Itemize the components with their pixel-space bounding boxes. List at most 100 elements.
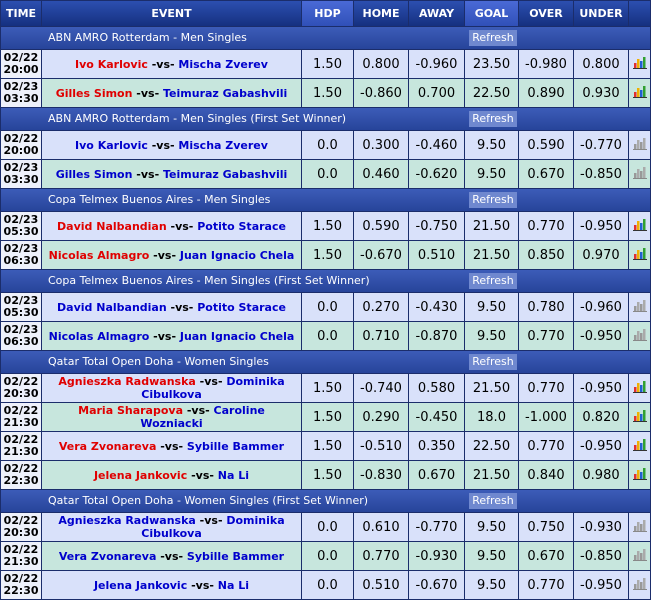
stats-icon[interactable]: [632, 467, 647, 480]
stats-icon[interactable]: [632, 247, 647, 260]
stats-icon[interactable]: [632, 438, 647, 451]
refresh-button[interactable]: Refresh: [469, 273, 517, 289]
stats-cell[interactable]: [629, 432, 650, 460]
versus: -vs-: [160, 549, 184, 563]
away-player: Dominika Cibulkova: [141, 375, 285, 401]
goal-cell: 9.50: [465, 571, 518, 599]
event-cell: Nicolas Almagro -vs- Juan Ignacio Chela: [42, 241, 301, 269]
refresh-button[interactable]: Refresh: [469, 493, 517, 509]
stats-cell[interactable]: [629, 293, 650, 321]
stats-cell[interactable]: [629, 50, 650, 78]
stats-icon[interactable]: [632, 166, 647, 179]
event-cell: Gilles Simon -vs- Teimuraz Gabashvili: [42, 160, 301, 188]
refresh-button[interactable]: Refresh: [469, 354, 517, 370]
stats-cell[interactable]: [629, 212, 650, 240]
goal-cell: 18.0: [465, 403, 518, 431]
stats-icon[interactable]: [632, 56, 647, 69]
over-cell: 0.750: [519, 513, 573, 541]
stats-cell[interactable]: [629, 79, 650, 107]
stats-cell[interactable]: [629, 403, 650, 431]
stats-cell[interactable]: [629, 571, 650, 599]
match-row: 02/22 21:30 Vera Zvonareva -vs- Sybille Ba…: [1, 542, 650, 570]
refresh-button[interactable]: Refresh: [469, 30, 517, 46]
away-odds-cell: -0.770: [409, 513, 464, 541]
stats-icon[interactable]: [632, 85, 647, 98]
stats-icon[interactable]: [632, 519, 647, 532]
match-row: 02/22 20:30 Agnieszka Radwanska -vs- Domin…: [1, 513, 650, 541]
match-row: 02/22 21:30 Vera Zvonareva -vs- Sybille Ba…: [1, 432, 650, 460]
away-player: Sybille Bammer: [186, 549, 285, 563]
over-cell: 0.590: [519, 131, 573, 159]
under-cell: 0.930: [574, 79, 628, 107]
match-row: 02/23 06:30 Nicolas Almagro -vs- Juan Igna…: [1, 322, 650, 350]
match-row: 02/22 20:30 Agnieszka Radwanska -vs- Domin…: [1, 374, 650, 402]
event-cell: Vera Zvonareva -vs- Sybille Bammer: [42, 542, 301, 570]
over-cell: 0.780: [519, 293, 573, 321]
versus: -vs-: [151, 57, 175, 71]
section-title: Qatar Total Open Doha - Women Singles: [48, 355, 269, 368]
match-time: 03:30: [3, 92, 39, 105]
section-cell: Qatar Total Open Doha - Women Singles (F…: [1, 490, 650, 512]
hdp-cell: 0.0: [302, 542, 353, 570]
stats-cell[interactable]: [629, 374, 650, 402]
home-player: Maria Sharapova: [78, 404, 183, 417]
time-cell: 02/22 22:30: [1, 461, 41, 489]
over-cell: 0.770: [519, 212, 573, 240]
versus: -vs-: [160, 439, 184, 453]
refresh-button[interactable]: Refresh: [469, 192, 517, 208]
hdp-cell: 0.0: [302, 571, 353, 599]
versus: -vs-: [170, 300, 194, 314]
under-cell: -0.960: [574, 293, 628, 321]
over-cell: -1.000: [519, 403, 573, 431]
under-cell: -0.930: [574, 513, 628, 541]
away-odds-cell: -0.620: [409, 160, 464, 188]
stats-icon[interactable]: [632, 299, 647, 312]
home-odds-cell: 0.290: [354, 403, 408, 431]
time-cell: 02/23 06:30: [1, 322, 41, 350]
home-odds-cell: 0.590: [354, 212, 408, 240]
stats-cell[interactable]: [629, 241, 650, 269]
stats-icon[interactable]: [632, 137, 647, 150]
under-cell: 0.970: [574, 241, 628, 269]
stats-icon[interactable]: [632, 380, 647, 393]
section-title: ABN AMRO Rotterdam - Men Singles: [48, 31, 247, 44]
match-time: 21:30: [3, 445, 39, 458]
stats-cell[interactable]: [629, 131, 650, 159]
stats-cell[interactable]: [629, 513, 650, 541]
stats-cell[interactable]: [629, 322, 650, 350]
event-cell: Ivo Karlovic -vs- Mischa Zverev: [42, 50, 301, 78]
stats-cell[interactable]: [629, 160, 650, 188]
stats-icon[interactable]: [632, 409, 647, 422]
match-time: 22:30: [3, 474, 39, 487]
section-title: Copa Telmex Buenos Aires - Men Singles (…: [48, 274, 370, 287]
match-row: 02/23 05:30 David Nalbandian -vs- Potito S…: [1, 293, 650, 321]
away-odds-cell: -0.670: [409, 571, 464, 599]
away-odds-cell: 0.700: [409, 79, 464, 107]
refresh-button[interactable]: Refresh: [469, 111, 517, 127]
stats-icon[interactable]: [632, 548, 647, 561]
away-player: Sybille Bammer: [186, 439, 285, 453]
time-cell: 02/22 20:30: [1, 374, 41, 402]
hdp-cell: 1.50: [302, 50, 353, 78]
goal-cell: 9.50: [465, 293, 518, 321]
match-date: 02/22: [3, 51, 39, 64]
match-date: 02/22: [3, 375, 39, 388]
section-cell: Copa Telmex Buenos Aires - Men Singles (…: [1, 270, 650, 292]
event-cell: Nicolas Almagro -vs- Juan Ignacio Chela: [42, 322, 301, 350]
event-cell: Ivo Karlovic -vs- Mischa Zverev: [42, 131, 301, 159]
stats-cell[interactable]: [629, 461, 650, 489]
event-cell: Agnieszka Radwanska -vs- Dominika Cibulk…: [42, 513, 301, 541]
section-row: ABN AMRO Rotterdam - Men Singles (First …: [1, 108, 650, 130]
home-player: Vera Zvonareva: [58, 439, 157, 453]
stats-icon[interactable]: [632, 328, 647, 341]
column-header: HDP: [302, 1, 353, 26]
under-cell: -0.850: [574, 542, 628, 570]
stats-icon[interactable]: [632, 218, 647, 231]
match-row: 02/22 20:00 Ivo Karlovic -vs- Mischa Zvere…: [1, 50, 650, 78]
over-cell: 0.890: [519, 79, 573, 107]
under-cell: -0.950: [574, 571, 628, 599]
match-time: 20:00: [3, 144, 39, 157]
stats-icon[interactable]: [632, 577, 647, 590]
stats-cell[interactable]: [629, 542, 650, 570]
hdp-cell: 1.50: [302, 241, 353, 269]
